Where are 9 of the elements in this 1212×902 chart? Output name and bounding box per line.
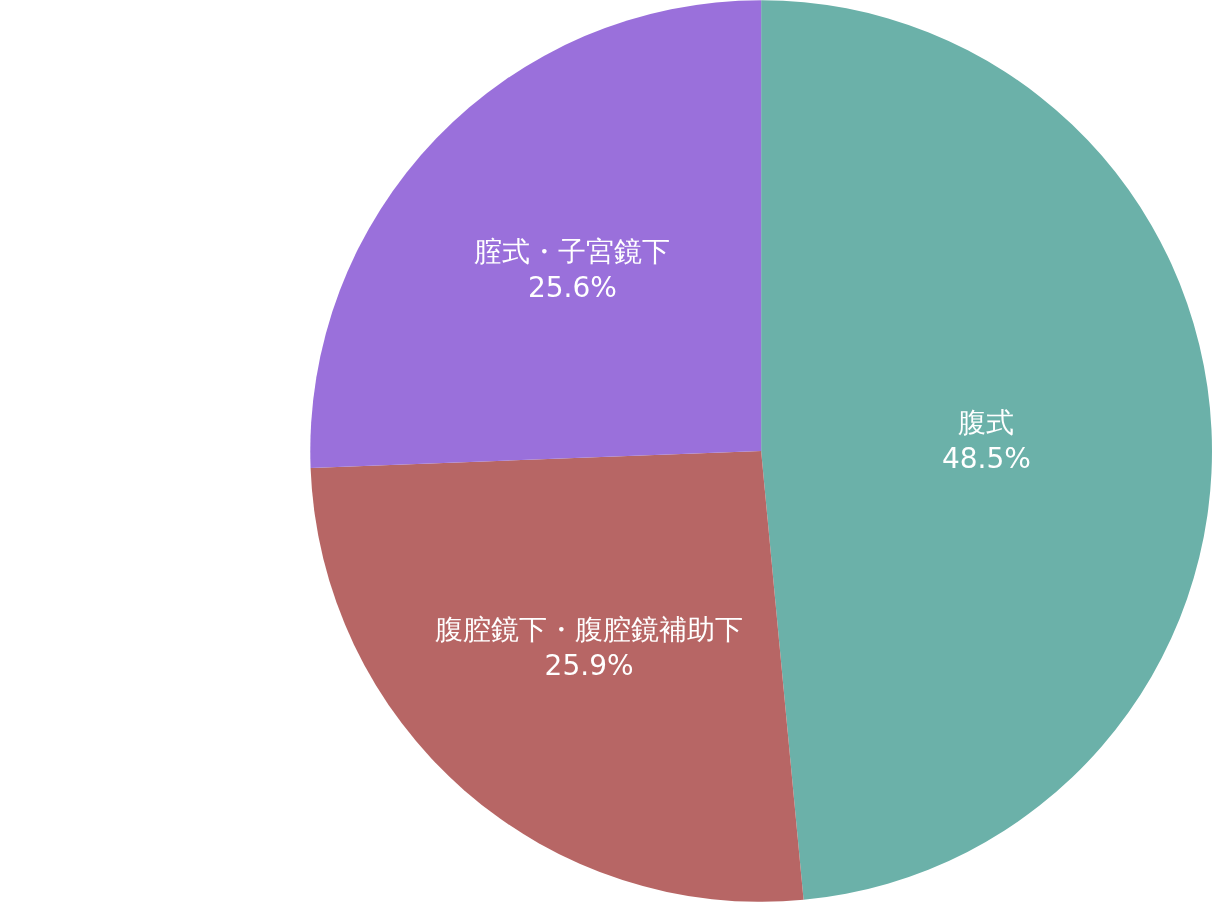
- pie-slice: [310, 0, 762, 468]
- data-label: 25.6%: [527, 270, 617, 304]
- data-label: 25.9%: [544, 649, 634, 683]
- pie-slice: [761, 0, 1212, 900]
- pie-slice: [310, 451, 804, 902]
- data-label: 48.5%: [941, 442, 1031, 476]
- slice-label: 腹腔鏡下・腹腔鏡補助下: [435, 612, 744, 646]
- slice-label: 腹式: [958, 405, 1015, 439]
- slice-label: 腟式・子宮鏡下: [474, 234, 671, 268]
